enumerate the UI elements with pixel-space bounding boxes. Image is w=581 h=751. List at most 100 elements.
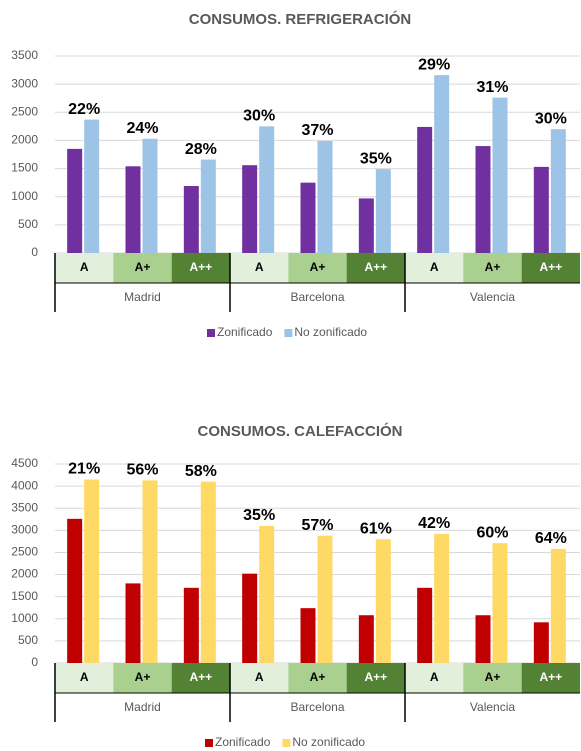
bar: [300, 182, 316, 253]
y-tick-label: 1500: [11, 161, 38, 175]
category-cell: [463, 663, 522, 693]
category-cell: [171, 663, 230, 693]
y-tick-label: 0: [31, 655, 38, 669]
x-tick-label: A++: [539, 260, 562, 274]
bar: [125, 583, 141, 663]
x-tick-label: A++: [539, 670, 562, 684]
bar: [417, 587, 433, 663]
x-tick-label: A: [430, 670, 439, 684]
x-tick-label: A+: [135, 260, 151, 274]
chart-title: CONSUMOS. REFRIGERACIÓN: [189, 10, 412, 28]
bar: [417, 126, 433, 253]
legend-label: Zonificado: [215, 735, 271, 749]
bar: [67, 518, 83, 663]
percent-label: 28%: [185, 141, 217, 158]
x-tick-label: A++: [364, 670, 387, 684]
bar: [125, 166, 141, 253]
x-tick-label: A: [430, 260, 439, 274]
bar: [242, 165, 258, 253]
legend-swatch: [284, 329, 293, 337]
bar: [317, 535, 333, 663]
y-tick-label: 2000: [11, 567, 38, 581]
y-tick-label: 3500: [11, 500, 38, 514]
percent-label: 35%: [360, 150, 392, 167]
category-cell: [230, 253, 289, 283]
chart-title: CONSUMOS. CALEFACCIÓN: [197, 422, 402, 440]
y-tick-label: 4500: [11, 456, 38, 470]
group-label: Madrid: [124, 700, 161, 714]
percent-label: 56%: [126, 462, 158, 479]
bar: [358, 198, 374, 253]
category-cell: [346, 663, 405, 693]
percent-label: 30%: [243, 108, 275, 125]
percent-label: 58%: [185, 463, 217, 480]
percent-label: 35%: [243, 507, 275, 524]
category-cell: [288, 663, 347, 693]
x-tick-label: A+: [485, 670, 501, 684]
category-cell: [55, 253, 114, 283]
percent-label: 42%: [418, 515, 450, 532]
bar: [242, 573, 258, 663]
legend-swatch: [282, 739, 291, 747]
y-tick-label: 500: [18, 217, 38, 231]
category-cell: [230, 663, 289, 693]
x-tick-label: A++: [364, 260, 387, 274]
x-tick-label: A: [80, 670, 89, 684]
y-tick-label: 500: [18, 633, 38, 647]
x-tick-label: A+: [310, 670, 326, 684]
bar: [550, 129, 566, 253]
bar: [67, 148, 83, 253]
percent-label: 24%: [126, 120, 158, 137]
x-tick-label: A: [80, 260, 89, 274]
percent-label: 21%: [68, 461, 100, 478]
bar: [259, 126, 275, 253]
y-tick-label: 3000: [11, 523, 38, 537]
category-cell: [463, 253, 522, 283]
y-tick-label: 1000: [11, 611, 38, 625]
bar: [533, 166, 549, 253]
bar: [550, 548, 566, 663]
bar: [84, 119, 100, 253]
y-tick-label: 3000: [11, 76, 38, 90]
category-cell: [113, 253, 172, 283]
legend-swatch: [205, 739, 213, 747]
group-label: Valencia: [470, 290, 515, 304]
percent-label: 61%: [360, 520, 392, 537]
category-cell: [288, 253, 347, 283]
bar: [142, 480, 158, 663]
bar: [183, 186, 199, 253]
percent-label: 64%: [535, 530, 567, 547]
legend-label: No zonificado: [294, 325, 367, 339]
bar: [533, 622, 549, 663]
legend-label: No zonificado: [292, 735, 365, 749]
bar: [183, 587, 199, 663]
category-cell: [346, 253, 405, 283]
bar: [200, 159, 216, 253]
y-tick-label: 1000: [11, 189, 38, 203]
bar: [475, 146, 491, 253]
category-cell: [171, 253, 230, 283]
bar: [492, 543, 508, 663]
bar: [434, 533, 450, 663]
percent-label: 29%: [418, 56, 450, 73]
y-tick-label: 4000: [11, 478, 38, 492]
y-tick-label: 0: [31, 245, 38, 259]
x-tick-label: A: [255, 670, 264, 684]
y-tick-label: 2500: [11, 545, 38, 559]
bar: [492, 97, 508, 253]
percent-label: 37%: [301, 122, 333, 139]
percent-label: 31%: [476, 79, 508, 96]
category-cell: [113, 663, 172, 693]
x-tick-label: A++: [189, 260, 212, 274]
category-cell: [521, 253, 580, 283]
x-tick-label: A+: [485, 260, 501, 274]
percent-label: 57%: [301, 517, 333, 534]
bar: [300, 608, 316, 663]
bar: [375, 169, 391, 253]
legend-label: Zonificado: [217, 325, 273, 339]
group-label: Madrid: [124, 290, 161, 304]
x-tick-label: A+: [135, 670, 151, 684]
x-tick-label: A: [255, 260, 264, 274]
y-tick-label: 2500: [11, 104, 38, 118]
